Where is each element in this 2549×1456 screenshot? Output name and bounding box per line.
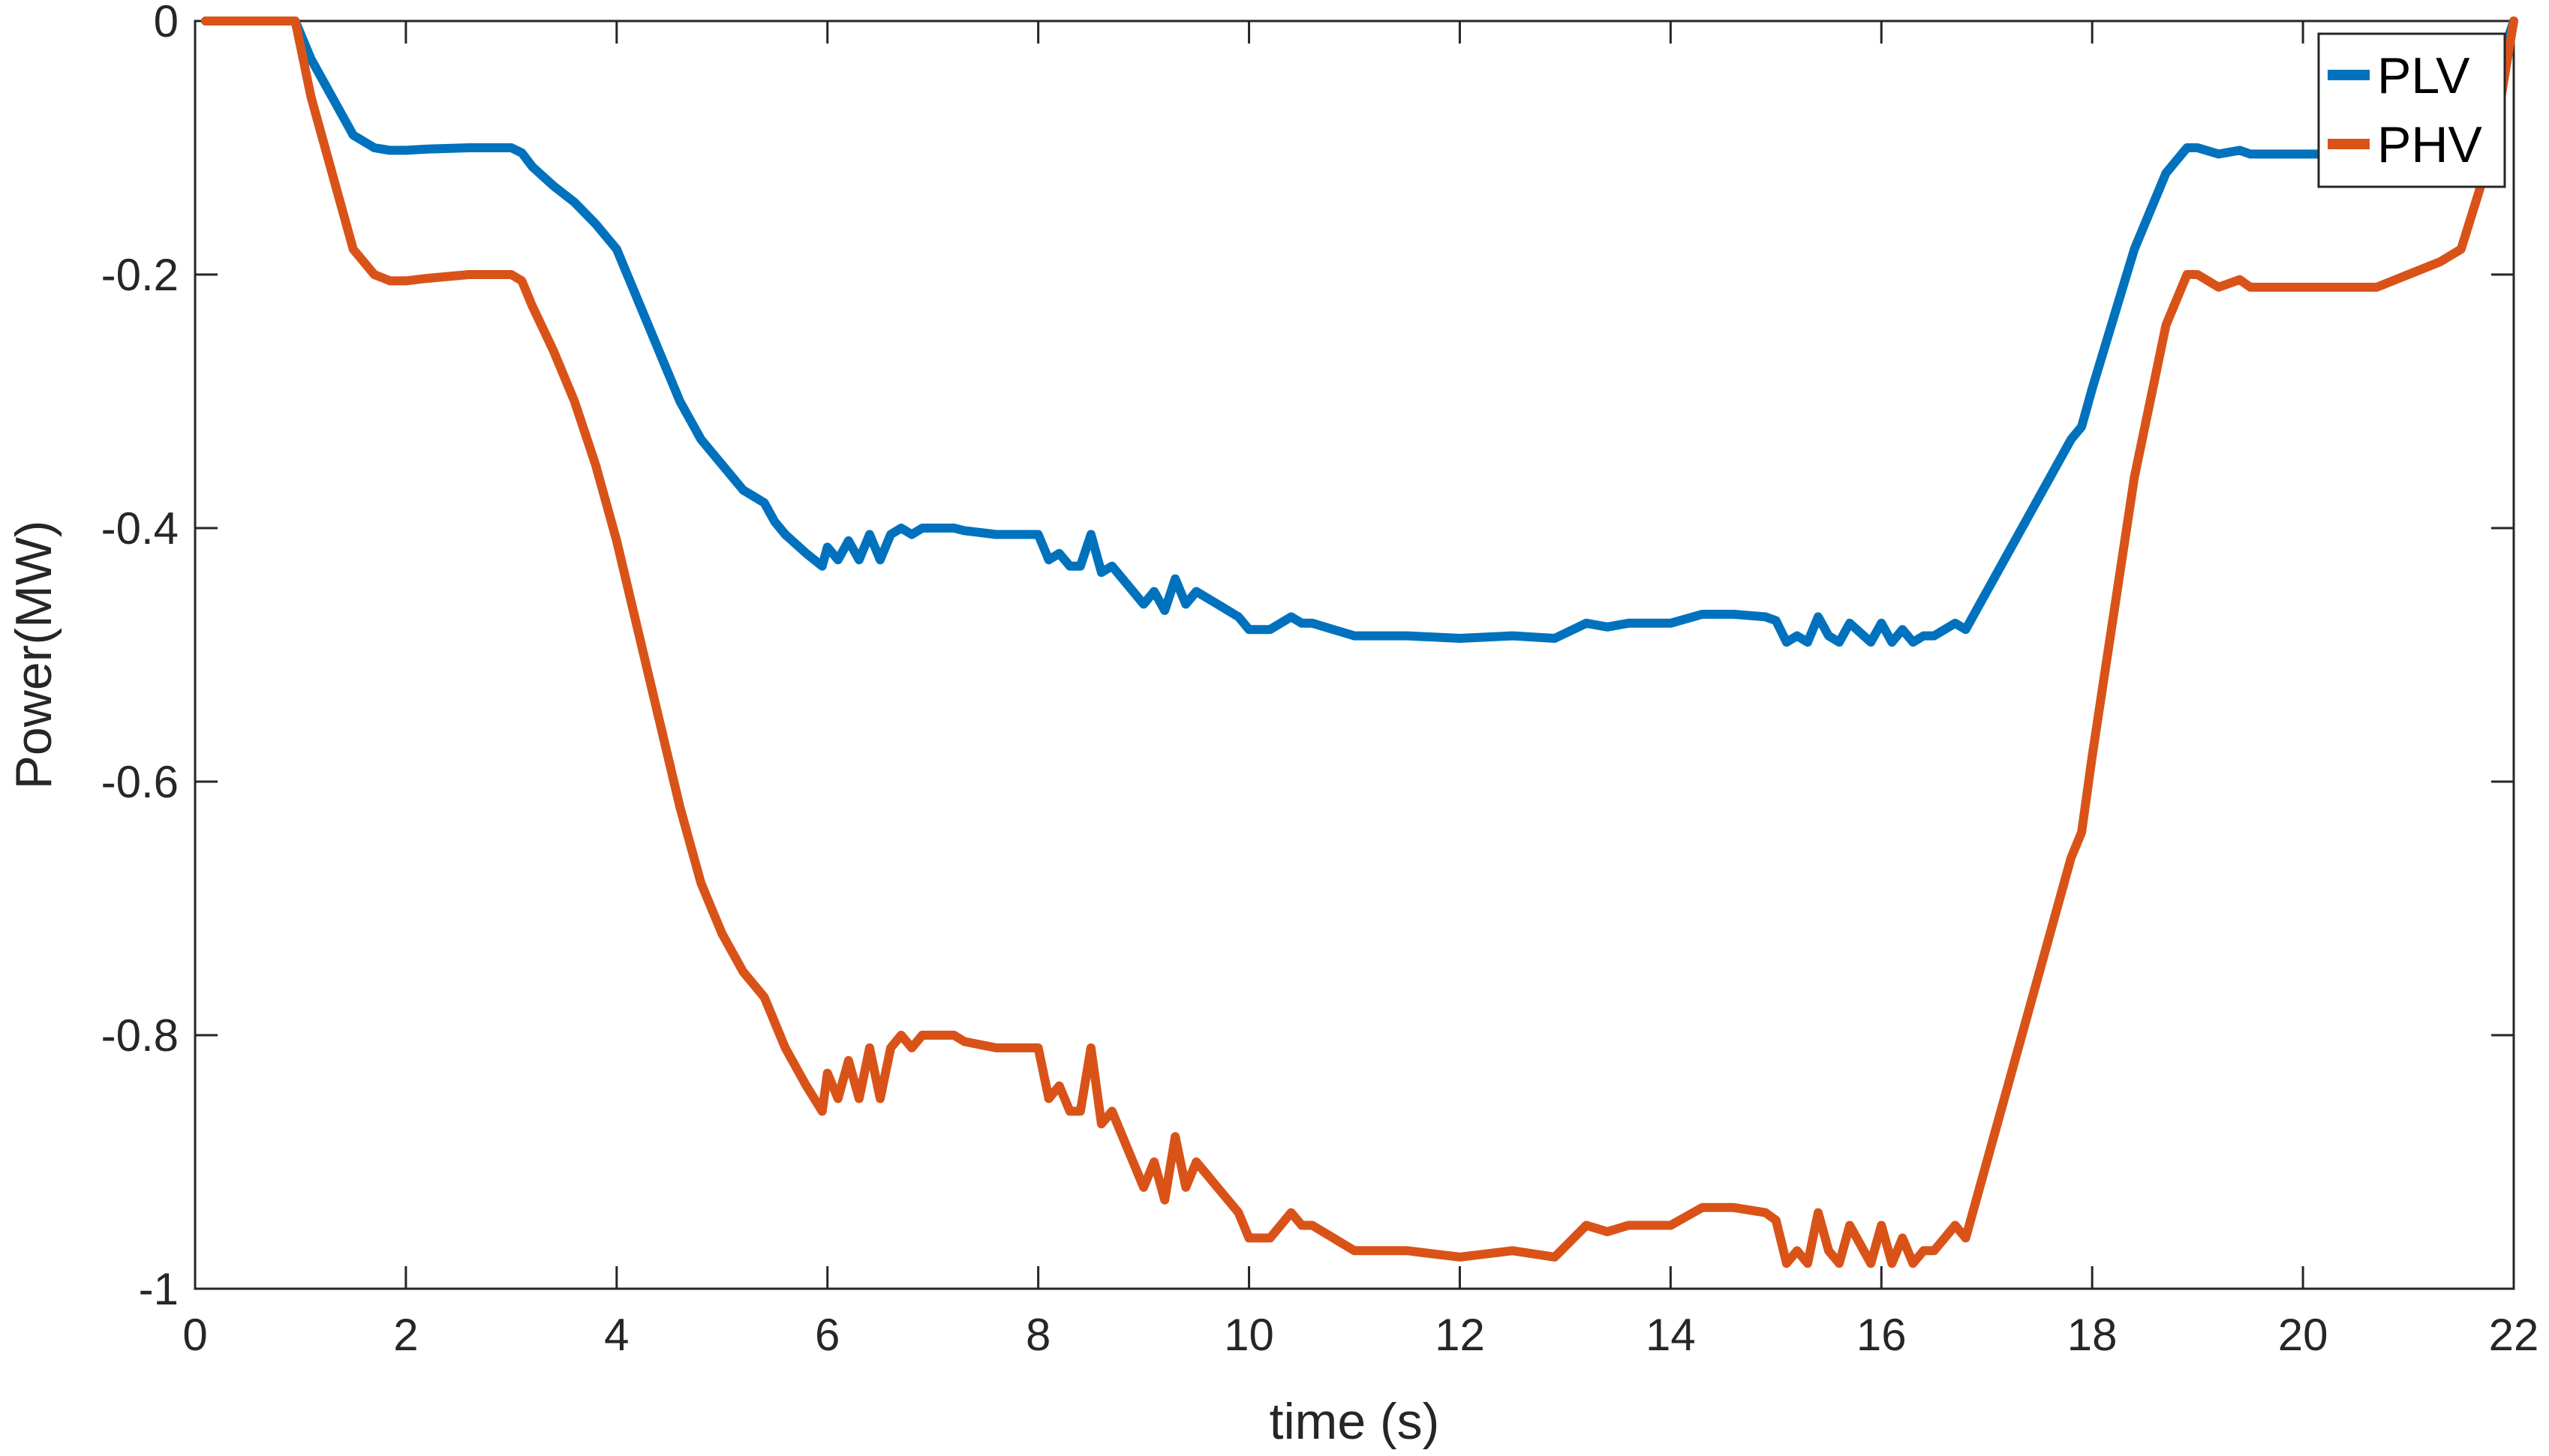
x-tick-label: 0	[182, 1310, 207, 1360]
x-axis-title: time (s)	[1270, 1393, 1440, 1450]
y-tick-labels: 0 -0.2 -0.4 -0.6 -0.8 -1	[101, 0, 179, 1314]
x-tick-label: 20	[2278, 1310, 2328, 1360]
legend-box	[2317, 32, 2506, 188]
x-tick-label: 8	[1026, 1310, 1051, 1360]
x-tick-label: 2	[393, 1310, 418, 1360]
y-tick-label: -0.8	[101, 1010, 179, 1061]
series-line-plv	[201, 17, 2518, 647]
y-axis-title: Power(MW)	[5, 521, 62, 790]
series-lines	[201, 17, 2518, 1268]
x-tick-label: 4	[604, 1310, 629, 1360]
plot-area	[194, 20, 2515, 1290]
legend: PLV PHV	[2317, 32, 2506, 188]
x-tick-label: 16	[1856, 1310, 1907, 1360]
x-tick-label: 18	[2067, 1310, 2118, 1360]
y-tick-label: -1	[139, 1264, 179, 1314]
y-tick-label: -0.4	[101, 503, 179, 554]
x-tick-label: 22	[2489, 1310, 2539, 1360]
x-tick-label: 12	[1435, 1310, 1485, 1360]
x-tick-label: 10	[1224, 1310, 1274, 1360]
series-line-phv	[201, 17, 2518, 1268]
x-tick-labels: 0 2 4 6 8 10 12 14 16 18 20 22	[182, 1310, 2538, 1360]
legend-label-plv: PLV	[2377, 47, 2470, 104]
x-tick-label: 6	[815, 1310, 840, 1360]
y-tick-label: -0.6	[101, 757, 179, 807]
y-tick-label: 0	[154, 0, 179, 47]
legend-label-phv: PHV	[2377, 116, 2482, 173]
y-tick-label: -0.2	[101, 250, 179, 300]
x-tick-label: 14	[1646, 1310, 1696, 1360]
